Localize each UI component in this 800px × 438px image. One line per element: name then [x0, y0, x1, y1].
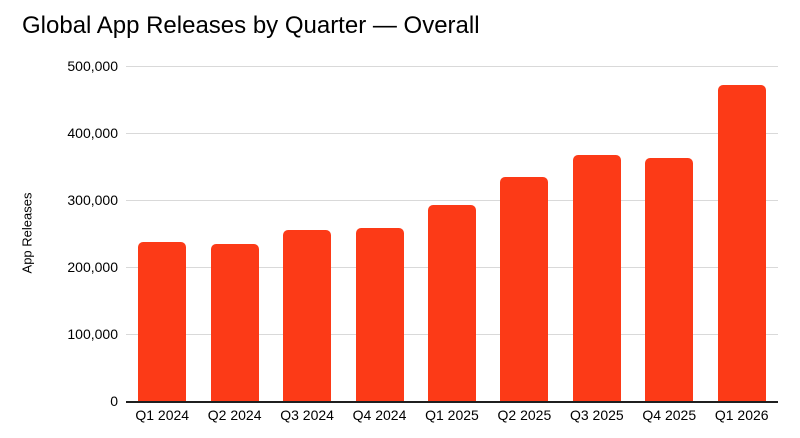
- y-tick-label: 300,000: [67, 192, 118, 208]
- bar-q3-2025: [572, 155, 621, 401]
- gridline: [126, 66, 778, 67]
- y-tick-label: 0: [110, 393, 118, 409]
- y-tick-label: 100,000: [67, 326, 118, 342]
- bar-q1-2026: [717, 85, 766, 401]
- gridline: [126, 133, 778, 134]
- x-tick-label: Q3 2024: [280, 407, 334, 423]
- y-tick-label: 500,000: [67, 58, 118, 74]
- bar-slot: [488, 66, 560, 401]
- chart-title: Global App Releases by Quarter — Overall: [22, 12, 480, 39]
- y-axis-tick-labels: 0 100,000 200,000 300,000 400,000 500,000: [0, 58, 118, 409]
- x-tick-label: Q2 2025: [497, 407, 552, 423]
- bar-q1-2024: [138, 241, 187, 401]
- x-axis-tick-labels: Q1 2024 Q2 2024 Q3 2024 Q4 2024 Q1 2025 Q2 20…: [126, 407, 778, 423]
- bar-q3-2024: [283, 229, 332, 401]
- bars-row: [126, 66, 778, 401]
- bar-q4-2024: [355, 228, 404, 401]
- bar-q2-2024: [210, 243, 259, 401]
- bar-slot: [416, 66, 488, 401]
- x-tick-label: Q4 2024: [352, 407, 407, 423]
- x-tick-label: Q1 2026: [714, 407, 769, 423]
- bar-slot: [561, 66, 633, 401]
- bar-q4-2025: [645, 157, 694, 401]
- bar-slot: [343, 66, 415, 401]
- bar-slot: [198, 66, 270, 401]
- bar-slot: [706, 66, 778, 401]
- bar-slot: [633, 66, 705, 401]
- bar-q2-2025: [500, 176, 549, 401]
- x-tick-label: Q1 2024: [135, 407, 190, 423]
- plot-area: [126, 66, 778, 403]
- x-tick-label: Q2 2024: [207, 407, 262, 423]
- bar-q1-2025: [427, 204, 476, 401]
- x-tick-label: Q4 2025: [642, 407, 697, 423]
- x-tick-label: Q3 2025: [569, 407, 624, 423]
- bar-slot: [271, 66, 343, 401]
- y-tick-label: 400,000: [67, 125, 118, 141]
- x-tick-label: Q1 2025: [425, 407, 479, 423]
- gridline: [126, 200, 778, 201]
- bar-slot: [126, 66, 198, 401]
- y-tick-label: 200,000: [67, 259, 118, 275]
